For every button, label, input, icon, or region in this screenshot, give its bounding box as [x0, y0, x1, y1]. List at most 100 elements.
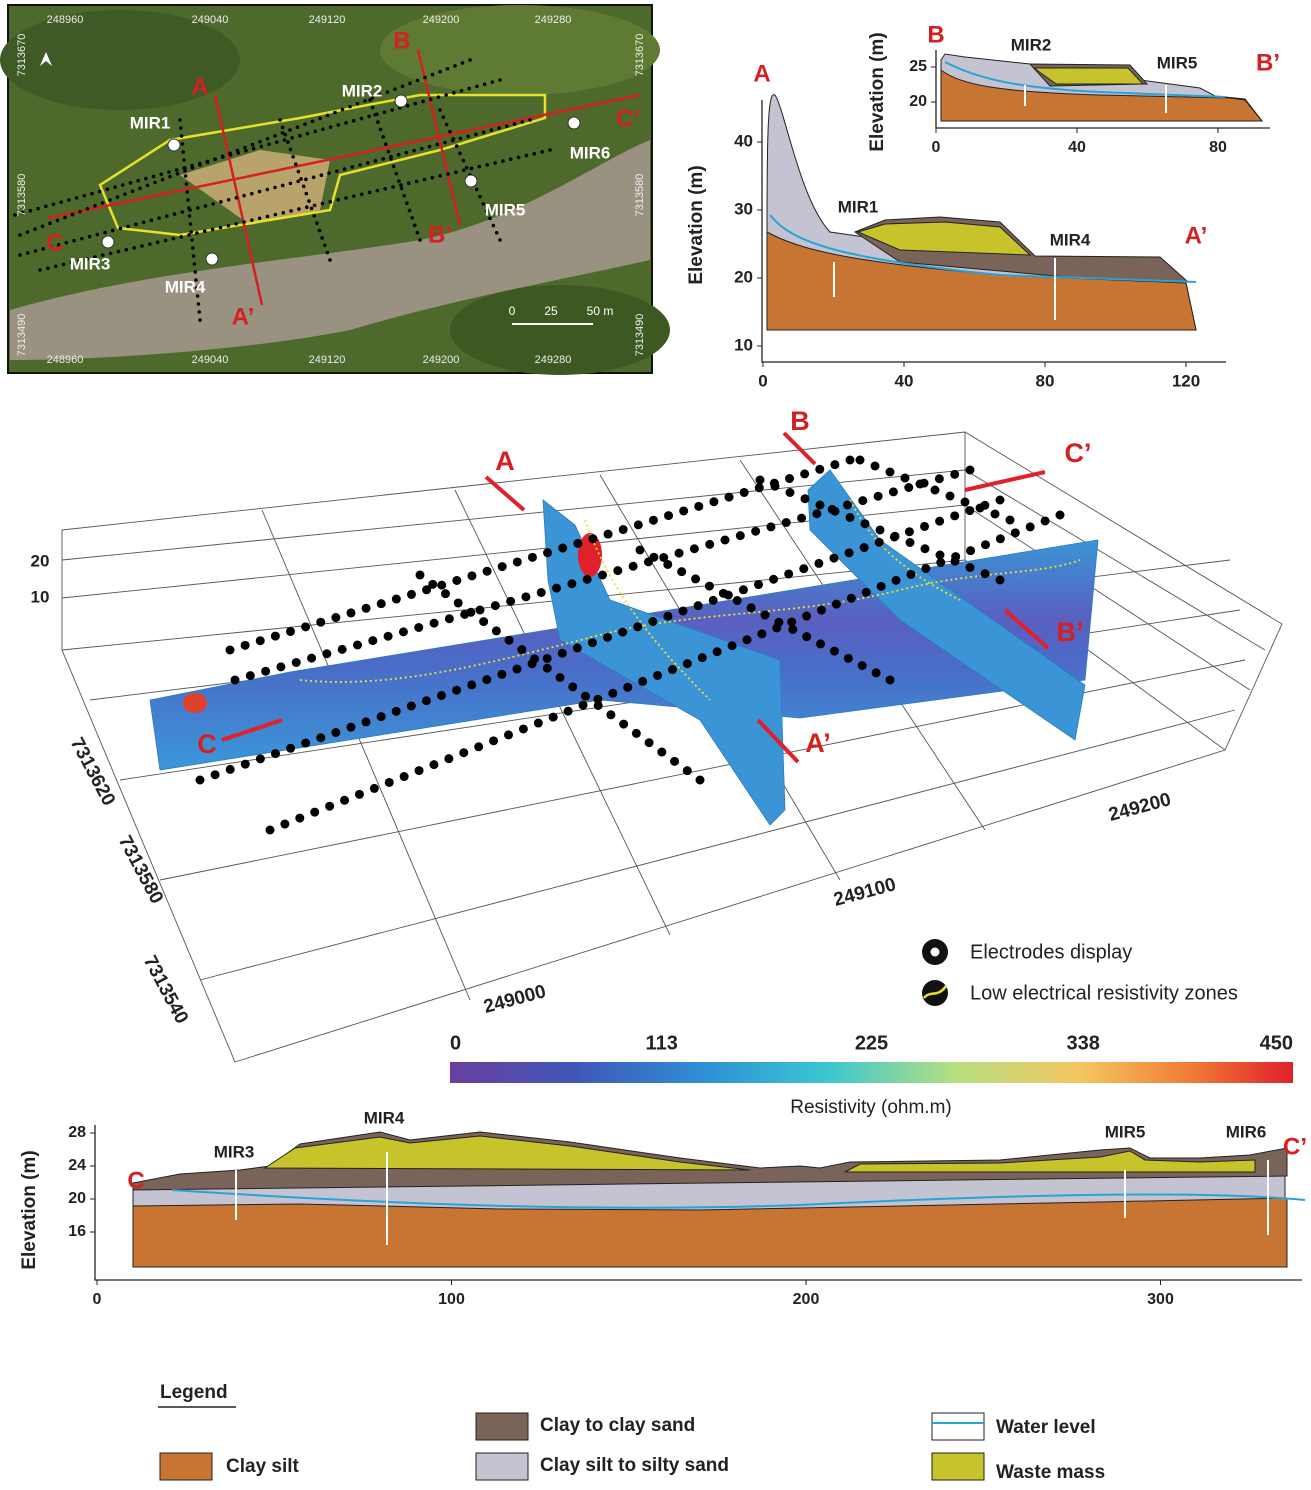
electrode — [452, 137, 456, 141]
electrode — [755, 483, 764, 492]
electrode — [395, 172, 399, 176]
electrode — [196, 776, 205, 785]
electrode — [350, 165, 354, 169]
electrode — [93, 204, 97, 208]
electrode — [152, 175, 156, 179]
map-x-label: 249200 — [423, 14, 460, 26]
electrode — [976, 504, 985, 513]
electrode — [415, 180, 419, 184]
electrode — [476, 606, 485, 615]
section-label: C’ — [1283, 1133, 1307, 1160]
electrode — [474, 742, 483, 751]
electrode — [175, 168, 179, 172]
electrode — [227, 198, 231, 202]
electrode — [283, 133, 287, 137]
electrode — [328, 258, 332, 262]
section-label: B — [393, 27, 410, 54]
easting-label: 249000 — [482, 981, 549, 1018]
electrode — [243, 146, 247, 150]
electrode — [54, 265, 58, 269]
electrode — [184, 174, 188, 178]
electrode — [663, 560, 672, 569]
electrode — [832, 600, 841, 609]
electrode — [491, 601, 500, 610]
electrode — [316, 733, 325, 742]
electrode — [407, 590, 416, 599]
x-tick-label: 0 — [93, 1291, 102, 1308]
electrode — [183, 166, 187, 170]
electrode — [161, 178, 165, 182]
point-label: MIR1 — [838, 197, 879, 216]
electrode — [329, 125, 333, 129]
electrode — [195, 231, 199, 235]
electrode — [437, 691, 446, 700]
electrode — [298, 134, 302, 138]
electrode — [227, 224, 231, 228]
electrode — [475, 188, 479, 192]
electrode — [663, 612, 672, 621]
electrode — [497, 670, 506, 679]
electrode — [429, 97, 433, 101]
map-x-label: 249120 — [309, 14, 346, 26]
electrode — [297, 207, 301, 211]
electrode — [185, 190, 189, 194]
electrode — [402, 194, 406, 198]
z-tick-label: 10 — [31, 587, 50, 606]
electrode — [320, 173, 324, 177]
electrode — [537, 588, 546, 597]
electrode — [761, 611, 770, 620]
borehole-point — [395, 95, 407, 107]
electrode — [533, 152, 537, 156]
electrode — [173, 212, 177, 216]
electrode — [675, 549, 684, 558]
electrode — [181, 142, 185, 146]
electrode — [41, 247, 45, 251]
electrode — [189, 230, 193, 234]
swatch — [476, 1413, 528, 1440]
section-label: A — [191, 73, 208, 100]
electrode — [187, 233, 191, 237]
electrode — [579, 701, 588, 710]
map-y-label: 7313670 — [634, 34, 646, 77]
electrode — [996, 576, 1005, 585]
electrode — [355, 790, 364, 799]
electrode — [67, 198, 71, 202]
electrode — [294, 162, 298, 166]
electrode — [501, 159, 505, 163]
electrode — [119, 227, 123, 231]
northing-label: 7313620 — [66, 734, 119, 809]
electrode — [534, 719, 543, 728]
electrode — [634, 520, 643, 529]
electrode — [360, 193, 364, 197]
electrode — [517, 645, 526, 654]
electrode — [242, 220, 246, 224]
electrode — [356, 102, 360, 106]
electrode — [271, 749, 280, 758]
electrode — [241, 641, 250, 650]
electrode — [289, 209, 293, 213]
electrode — [274, 213, 278, 217]
electrode — [872, 668, 881, 677]
electrode — [117, 250, 121, 254]
electrode — [452, 686, 461, 695]
electrode — [191, 246, 195, 250]
electrode — [892, 576, 901, 585]
electrode — [556, 673, 565, 682]
electrode — [588, 534, 597, 543]
map-x-label: 248960 — [47, 14, 84, 26]
point-label: MIR2 — [1011, 35, 1052, 54]
electrode — [466, 135, 470, 139]
electrode — [62, 263, 66, 267]
profile-bb — [936, 50, 1270, 128]
electrode — [946, 492, 955, 501]
electrode — [261, 667, 270, 676]
colorbar-tick-label: 0 — [450, 1032, 461, 1054]
electrode — [713, 647, 722, 656]
electrode — [236, 151, 240, 155]
colorbar-tick-label: 113 — [646, 1032, 678, 1054]
electrode — [229, 153, 233, 157]
y-tick-label: 40 — [734, 131, 753, 150]
electrode — [241, 760, 250, 769]
electrode — [442, 115, 446, 119]
electrode — [331, 613, 340, 622]
